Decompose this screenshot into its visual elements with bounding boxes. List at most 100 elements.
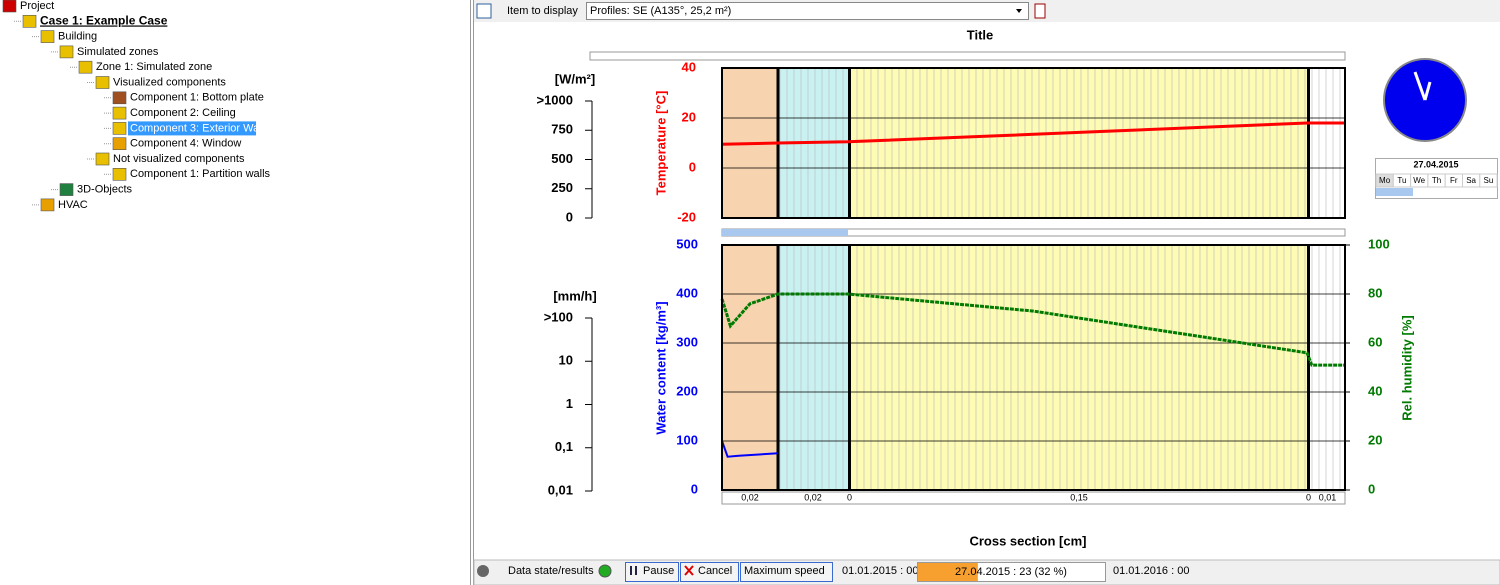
clock-hand	[1423, 81, 1432, 101]
y2-tick-label: 60	[1368, 334, 1382, 349]
boundary-strip	[589, 51, 1346, 61]
toolbar-label: Item to display	[507, 5, 578, 17]
pause-icon	[630, 566, 632, 575]
scale-tick-label: 0,01	[548, 482, 573, 497]
scale-tick-label: 750	[551, 122, 573, 137]
tree-node-label[interactable]: 3D-Objects	[77, 184, 133, 196]
y2-axis-title: Rel. humidity [%]	[1399, 315, 1414, 420]
y-tick-label: 300	[676, 334, 698, 349]
tree-icon	[112, 137, 127, 150]
status-button[interactable]	[625, 562, 679, 582]
close-icon[interactable]	[477, 565, 489, 577]
y2-tick-label: 40	[1368, 383, 1382, 398]
layer	[722, 245, 778, 490]
status-button[interactable]	[680, 562, 739, 582]
scale-title: [mm/h]	[553, 288, 596, 303]
tree-icon	[59, 183, 74, 196]
plot-frame	[721, 67, 1346, 219]
button-label: Pause	[643, 565, 674, 577]
chart-title: Title	[967, 27, 994, 42]
y-tick-label: 0	[691, 481, 698, 496]
item-dropdown[interactable]	[586, 2, 1029, 20]
tree-icon	[95, 152, 110, 166]
selection-highlight	[128, 121, 256, 136]
tree-node-label[interactable]: Project	[20, 0, 54, 12]
y2-tick-label: 100	[1368, 236, 1390, 251]
weekday-label: Fr	[1450, 176, 1458, 185]
y-axis-title: Temperature [°C]	[653, 91, 668, 196]
scale-tick-label: >100	[544, 309, 573, 324]
tree-icon	[112, 122, 127, 135]
mesh	[1310, 245, 1345, 490]
scale-tick-label: >1000	[536, 92, 573, 107]
scale-tick-label: 250	[551, 180, 573, 195]
y2-tick-label: 80	[1368, 285, 1382, 300]
mesh	[1310, 68, 1345, 218]
profile-line	[720, 292, 1345, 367]
status-button[interactable]	[740, 562, 833, 582]
mesh	[778, 245, 848, 490]
pause-icon	[635, 566, 637, 575]
dropdown-arrow	[1016, 9, 1022, 13]
tree-node-label[interactable]: Simulated zones	[77, 46, 159, 58]
tree-icon	[112, 106, 127, 120]
layout-icon[interactable]	[476, 3, 492, 19]
tree-node-label[interactable]: Zone 1: Simulated zone	[96, 61, 212, 73]
y2-tick-label: 20	[1368, 432, 1382, 447]
weekday-label: We	[1413, 176, 1425, 185]
tree-icon	[40, 30, 55, 43]
y-tick-label: -20	[677, 209, 696, 224]
tree-icon	[112, 168, 127, 181]
scale-tick-label: 0	[566, 209, 573, 224]
dropdown-value: Profiles: SE (A135°, 25,2 m²)	[590, 5, 731, 17]
y-tick-label: 0	[689, 159, 696, 174]
end-date: 01.01.2016 : 00	[1113, 565, 1189, 577]
cancel-icon	[684, 565, 694, 576]
tree-node-label[interactable]: Building	[58, 31, 97, 43]
layer-thickness-label: 0	[847, 492, 852, 502]
layer-thickness-label: 0	[1306, 492, 1311, 502]
mesh	[851, 68, 1307, 218]
scale-title: [W/m²]	[555, 71, 595, 86]
weekday-label: Mo	[1379, 176, 1391, 185]
scale-tick-label: 0,1	[555, 439, 573, 454]
weekday-label: Tu	[1397, 176, 1406, 185]
tree-node-label[interactable]: HVAC	[58, 199, 88, 211]
mesh	[851, 245, 1307, 490]
start-date: 01.01.2015 : 00	[842, 565, 918, 577]
button-label: Cancel	[698, 565, 732, 577]
progress-label: 27.04.2015 : 23 (32 %)	[955, 566, 1067, 578]
weekday-label: Th	[1432, 176, 1441, 185]
calendar-date: 27.04.2015	[1413, 159, 1458, 169]
tree-node-label[interactable]: Visualized components	[113, 76, 226, 88]
tree-node-label[interactable]: Not visualized components	[113, 153, 245, 165]
tree-node-label[interactable]: Component 4: Window	[130, 138, 241, 150]
button-label: Maximum speed	[744, 565, 825, 577]
x-axis-title: Cross section [cm]	[969, 533, 1086, 548]
tree-node-label[interactable]: Component 3: Exterior Wall	[130, 122, 264, 134]
tree-node-label[interactable]: Component 1: Partition walls	[130, 168, 271, 180]
calendar-week-bar	[1376, 188, 1413, 196]
y-tick-label: 400	[676, 285, 698, 300]
y-tick-label: 200	[676, 383, 698, 398]
tree-icon	[40, 198, 55, 212]
tree-node-label[interactable]: Case 1: Example Case	[40, 13, 168, 27]
rain-strip	[722, 229, 848, 236]
tree-icon	[2, 0, 17, 13]
scale-tick-label: 10	[559, 353, 573, 368]
data-state-label: Data state/results	[508, 565, 594, 577]
tree-node-label[interactable]: Component 2: Ceiling	[130, 107, 236, 119]
y-tick-label: 20	[682, 109, 696, 124]
state-indicator	[598, 564, 612, 578]
progress-fill	[918, 563, 978, 581]
weekday-label: Sa	[1466, 176, 1476, 185]
weekday-cell	[1479, 173, 1498, 188]
tree-panel	[0, 0, 470, 585]
tree-node-label[interactable]: Component 1: Bottom plate	[130, 92, 264, 104]
tree-icon	[95, 76, 110, 89]
layer-thickness-label: 0,15	[1070, 492, 1088, 502]
plot-frame	[721, 244, 1346, 491]
report-icon[interactable]	[1034, 3, 1046, 19]
tree-icon	[59, 45, 74, 59]
layer-thickness-label: 0,01	[1319, 492, 1337, 502]
